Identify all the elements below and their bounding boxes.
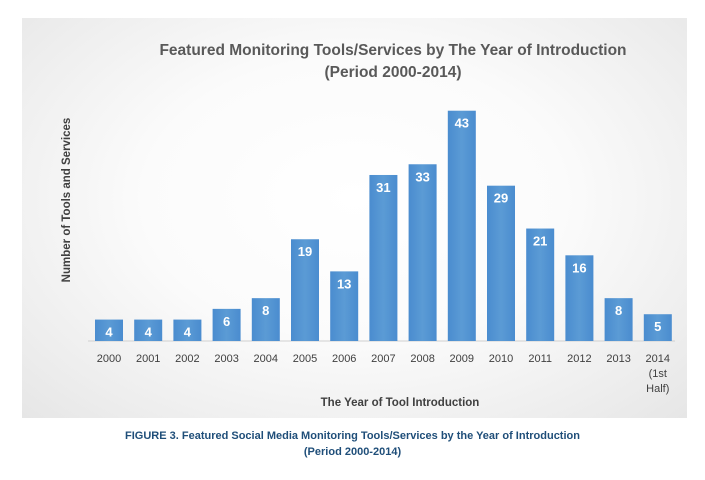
chart-title: Featured Monitoring Tools/Services by Th…	[159, 42, 626, 59]
bar-value-label: 4	[105, 325, 113, 340]
bar-value-label: 4	[184, 325, 192, 340]
bar	[134, 319, 163, 341]
bar-chart: Featured Monitoring Tools/Services by Th…	[61, 42, 675, 409]
bar	[212, 308, 241, 341]
bar-value-label: 5	[654, 319, 661, 334]
x-tick-label: 2001	[136, 353, 160, 365]
x-tick-label: 2004	[254, 353, 278, 365]
x-axis-label: The Year of Tool Introduction	[321, 397, 480, 409]
bar	[604, 298, 633, 341]
bar-value-label: 4	[145, 325, 153, 340]
x-tick-label: 2014	[646, 353, 670, 365]
y-axis-label: Number of Tools and Services	[61, 118, 73, 283]
bar-value-label: 16	[572, 260, 586, 275]
x-tick-label: 2009	[450, 353, 474, 365]
x-tick-label: 2011	[528, 353, 552, 365]
bar-value-label: 21	[533, 234, 547, 249]
bar	[487, 185, 515, 341]
bar	[173, 319, 202, 341]
bar	[526, 228, 555, 341]
chart-panel	[22, 18, 687, 418]
x-tick-label: 2002	[175, 353, 199, 365]
bar-value-label: 19	[298, 244, 312, 259]
figure-caption: FIGURE 3. Featured Social Media Monitori…	[125, 430, 580, 442]
bar	[447, 110, 476, 341]
x-tick-label: 2007	[371, 353, 395, 365]
x-tick-label: 2012	[567, 353, 591, 365]
bar	[369, 174, 398, 341]
bar	[95, 319, 123, 341]
figure-caption-period: (Period 2000-2014)	[303, 446, 402, 458]
chart-subtitle: (Period 2000-2014)	[325, 64, 462, 81]
x-tick-label: 2005	[293, 353, 317, 365]
bar-value-label: 13	[337, 276, 351, 291]
bar	[565, 255, 594, 341]
bar-value-label: 6	[223, 314, 230, 329]
bar-value-label: 31	[376, 180, 390, 195]
x-tick-label: 2010	[489, 353, 513, 365]
bar-value-label: 8	[262, 303, 269, 318]
bar	[643, 314, 672, 341]
bar	[408, 164, 437, 341]
bar	[291, 239, 319, 341]
bar-value-label: 29	[494, 191, 508, 206]
x-tick-label: 2008	[410, 353, 434, 365]
bar-value-label: 43	[455, 116, 469, 131]
bar	[330, 271, 359, 341]
x-tick-label: 2000	[97, 353, 121, 365]
x-tick-label: (1st	[649, 368, 667, 380]
x-tick-label: 2006	[332, 353, 356, 365]
x-tick-label: 2013	[606, 353, 630, 365]
x-tick-label: Half)	[646, 383, 669, 395]
x-tick-label: 2003	[214, 353, 238, 365]
bar-value-label: 8	[615, 303, 622, 318]
bar	[251, 298, 280, 341]
bar-value-label: 33	[415, 169, 429, 184]
